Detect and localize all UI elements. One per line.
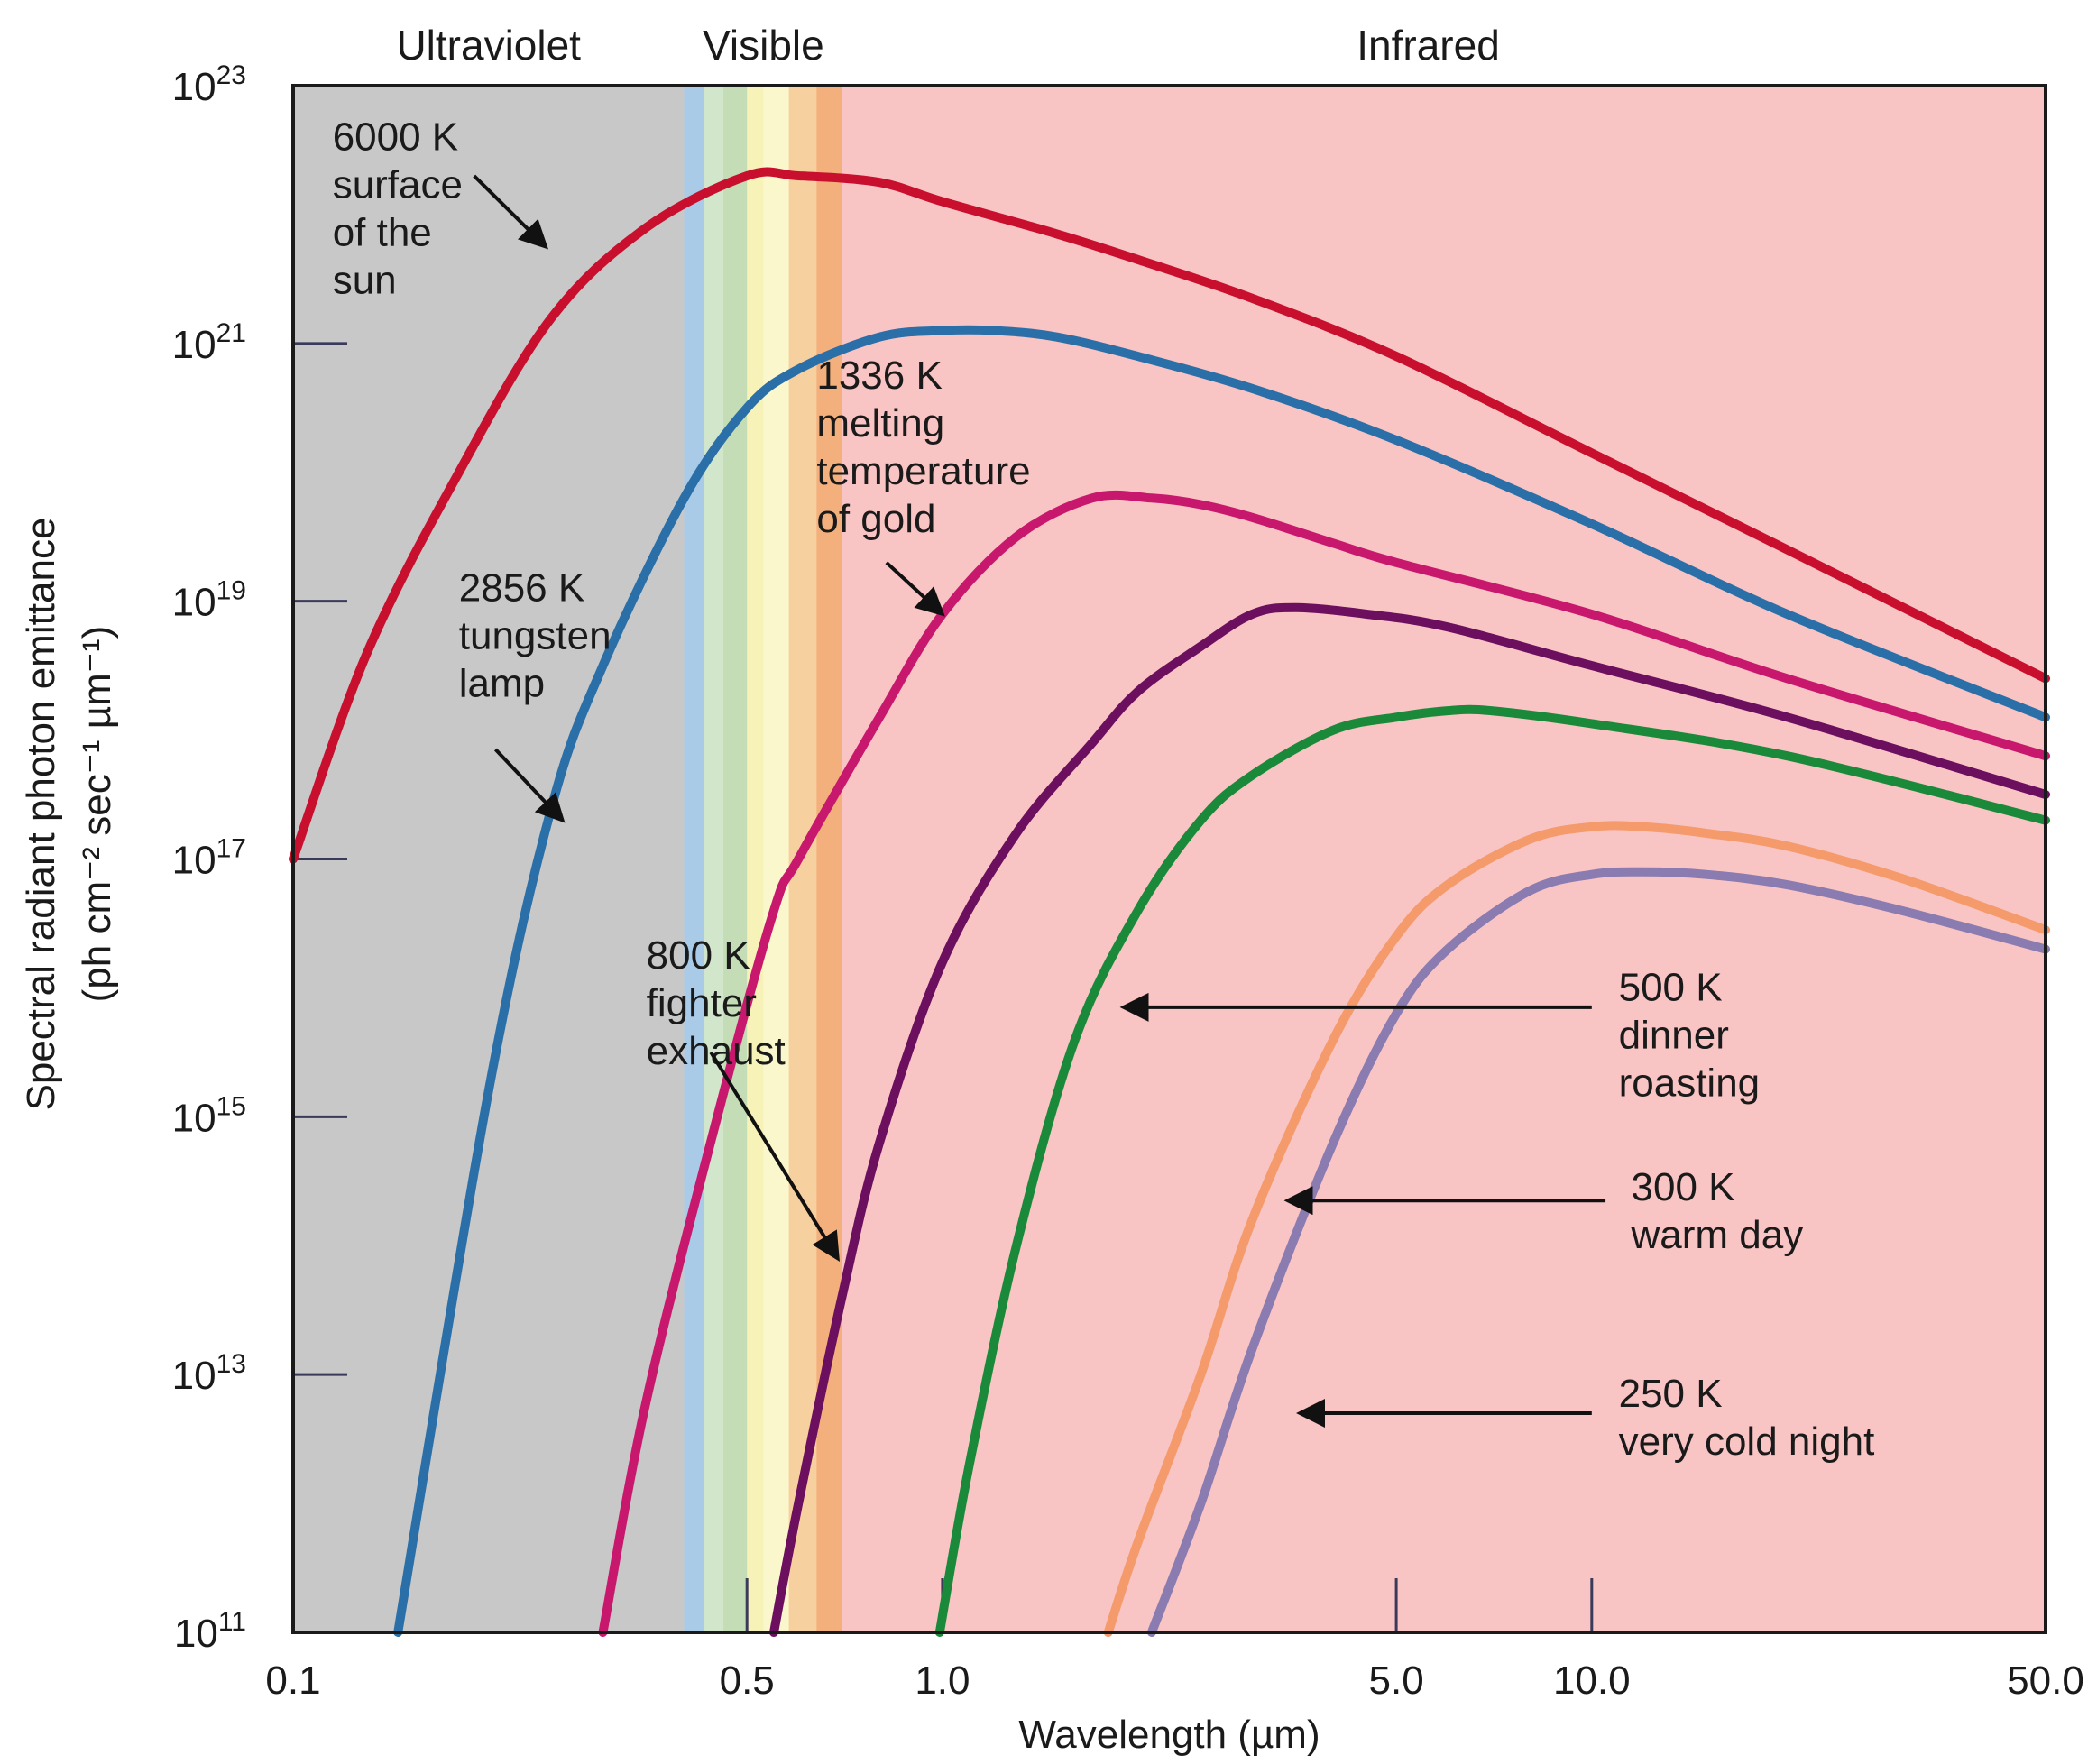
x-tick-label: 0.1 [265, 1658, 320, 1703]
y-tick-label: 1019 [172, 576, 246, 625]
band-labels: Ultraviolet Visible Infrared [396, 22, 1499, 69]
visible-stripe [684, 86, 705, 1632]
curve-6000k [289, 167, 2050, 864]
x-tick-label: 0.5 [720, 1658, 775, 1703]
emission-curves [289, 167, 2050, 1637]
annotation-arrow [885, 561, 945, 617]
x-tick-label: 1.0 [915, 1658, 970, 1703]
annotation-arrow [493, 748, 566, 823]
annotation-arrow [709, 1051, 840, 1262]
band-infrared [842, 86, 2046, 1632]
x-tick-label: 50.0 [2007, 1658, 2084, 1703]
annotation-arrow [473, 174, 549, 250]
curve-2856k [393, 325, 2050, 1637]
plot-frame [291, 84, 2047, 1634]
x-tick-labels: 0.1 0.5 1.0 5.0 10.0 50.0 [265, 1658, 2083, 1703]
y-tick-label: 1023 [172, 60, 246, 109]
visible-stripe [723, 86, 748, 1632]
y-tick-labels: 1023 1021 1019 1017 1015 1013 1011 [172, 60, 246, 1656]
band-label-infrared: Infrared [1357, 22, 1500, 69]
y-tick-label: 1021 [172, 318, 246, 367]
y-tick-label: 1017 [172, 834, 246, 883]
visible-stripe [747, 86, 764, 1632]
y-tick-label: 1013 [172, 1349, 246, 1398]
y-tick-label: 1011 [174, 1607, 246, 1656]
x-tick-label: 5.0 [1369, 1658, 1424, 1703]
curve-800k [769, 602, 2050, 1637]
curve-250k [1146, 867, 2050, 1637]
visible-stripe [763, 86, 790, 1632]
visible-stripe [704, 86, 724, 1632]
curve-500k [934, 704, 2050, 1637]
y-axis-title-text: Spectral radiant photon emittance [19, 518, 63, 1111]
y-axis-title: Spectral radiant photon emittance (ph cm… [19, 518, 119, 1111]
curve-300k [1103, 821, 2050, 1637]
band-ultraviolet [293, 86, 685, 1632]
x-axis-title: Wavelength (µm) [1018, 1713, 1320, 1757]
y-tick-label: 1015 [172, 1091, 246, 1140]
x-tick-label: 10.0 [1553, 1658, 1631, 1703]
band-label-ultraviolet: Ultraviolet [396, 22, 581, 69]
y-axis-units: (ph cm⁻² sec⁻¹ µm⁻¹) [75, 626, 119, 1003]
band-label-visible: Visible [703, 22, 824, 69]
curve-1336k [598, 490, 2050, 1637]
